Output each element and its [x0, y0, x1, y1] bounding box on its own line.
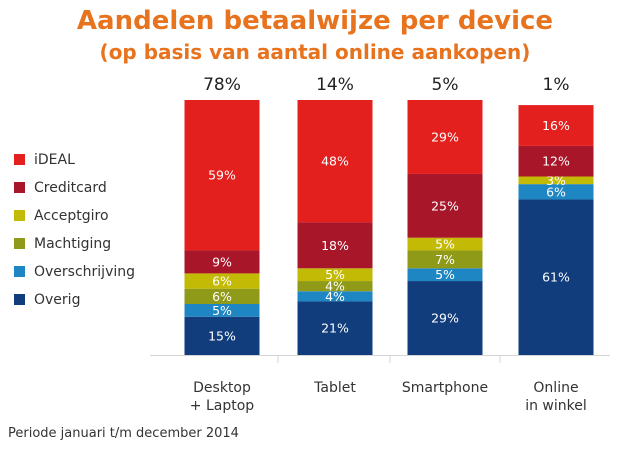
bar-segment-acceptgiro-tablet	[297, 268, 373, 282]
legend-swatch-overschrijving	[14, 266, 25, 277]
bar-segment-creditcard-desktop	[184, 250, 260, 274]
x-tick-label-desktop: + Laptop	[190, 398, 255, 414]
category-total-desktop: 78%	[203, 75, 241, 95]
data-label-creditcard-desktop: 9%	[212, 254, 232, 269]
data-label-overschrijving-desktop: 5%	[212, 303, 232, 318]
chart-title: Aandelen betaalwijze per device	[76, 6, 554, 36]
legend-label-machtiging: Machtiging	[34, 236, 112, 252]
bar-segment-creditcard-online	[518, 145, 594, 177]
x-tick-label-smartphone: Smartphone	[402, 380, 488, 396]
x-tick-label-online: Online	[533, 380, 578, 396]
bar-segment-acceptgiro-online	[518, 176, 594, 185]
bar-segment-creditcard-tablet	[297, 222, 373, 269]
data-label-machtiging-tablet: 4%	[325, 279, 345, 294]
legend-label-acceptgiro: Acceptgiro	[34, 208, 109, 224]
legend-label-ideal: iDEAL	[34, 152, 75, 168]
legend-swatch-creditcard	[14, 182, 25, 193]
legend-label-overschrijving: Overschrijving	[34, 264, 136, 280]
bar-segment-overschrijving-online	[518, 184, 594, 200]
data-label-machtiging-smartphone: 7%	[435, 252, 455, 267]
data-label-overschrijving-tablet: 4%	[325, 289, 345, 304]
data-label-acceptgiro-smartphone: 5%	[435, 237, 455, 252]
bar-segment-overig-tablet	[297, 301, 373, 355]
x-tick-label-desktop: Desktop	[193, 380, 251, 396]
legend-label-creditcard: Creditcard	[34, 180, 107, 196]
footnote: Periode januari t/m december 2014	[8, 426, 239, 441]
data-label-creditcard-smartphone: 25%	[431, 198, 459, 213]
x-tick-label-tablet: Tablet	[313, 380, 356, 396]
data-label-ideal-online: 16%	[542, 118, 570, 133]
bar-segment-overig-online	[518, 199, 594, 355]
bar-segment-acceptgiro-smartphone	[407, 237, 483, 251]
data-label-overschrijving-smartphone: 5%	[435, 267, 455, 282]
bar-segment-ideal-desktop	[184, 100, 260, 251]
bar-segment-overschrijving-desktop	[184, 304, 260, 317]
chart-subtitle: (op basis van aantal online aankopen)	[99, 40, 531, 64]
data-label-overig-desktop: 15%	[208, 328, 236, 343]
data-label-creditcard-tablet: 18%	[321, 238, 349, 253]
bar-segment-creditcard-smartphone	[407, 173, 483, 238]
category-total-tablet: 14%	[316, 75, 354, 95]
bar-segment-machtiging-tablet	[297, 281, 373, 292]
legend-swatch-ideal	[14, 154, 25, 165]
data-label-acceptgiro-tablet: 5%	[325, 267, 345, 282]
bar-segment-machtiging-smartphone	[407, 250, 483, 269]
legend-swatch-machtiging	[14, 238, 25, 249]
bar-segment-overschrijving-smartphone	[407, 268, 483, 282]
legend-swatch-acceptgiro	[14, 210, 25, 221]
bar-segment-ideal-online	[518, 105, 594, 146]
data-label-overig-smartphone: 29%	[431, 311, 459, 326]
bar-segment-overig-desktop	[184, 316, 260, 355]
category-total-online: 1%	[543, 75, 570, 95]
data-label-acceptgiro-desktop: 6%	[212, 274, 232, 289]
bar-segment-overig-smartphone	[407, 281, 483, 355]
bar-segment-ideal-smartphone	[407, 100, 483, 174]
data-label-ideal-smartphone: 29%	[431, 129, 459, 144]
legend-swatch-overig	[14, 294, 25, 305]
legend-label-overig: Overig	[34, 292, 81, 308]
data-label-creditcard-online: 12%	[542, 154, 570, 169]
data-label-overig-tablet: 21%	[321, 321, 349, 336]
category-total-smartphone: 5%	[432, 75, 459, 95]
x-tick-label-online: in winkel	[525, 398, 587, 414]
data-label-ideal-tablet: 48%	[321, 154, 349, 169]
bar-segment-machtiging-desktop	[184, 288, 260, 304]
data-label-overschrijving-online: 6%	[546, 184, 566, 199]
data-label-overig-online: 61%	[542, 270, 570, 285]
bar-segment-overschrijving-tablet	[297, 291, 373, 302]
data-label-machtiging-desktop: 6%	[212, 289, 232, 304]
data-label-ideal-desktop: 59%	[208, 168, 236, 183]
data-label-acceptgiro-online: 3%	[546, 173, 566, 188]
bar-segment-ideal-tablet	[297, 100, 373, 223]
bar-segment-acceptgiro-desktop	[184, 273, 260, 289]
